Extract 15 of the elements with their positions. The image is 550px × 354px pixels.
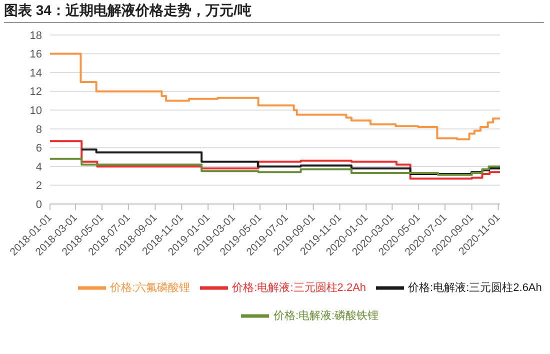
y-tick-label: 6 (36, 142, 42, 155)
legend-label: 价格:六氟磷酸锂 (110, 282, 190, 294)
legend-label: 价格:电解液:三元圆柱2.6Ah (408, 282, 542, 294)
y-tick-label: 0 (36, 198, 42, 211)
y-tick-label: 8 (36, 124, 42, 136)
legend-label: 价格:电解液:磷酸铁锂 (273, 310, 379, 322)
y-tick-label: 14 (30, 67, 42, 80)
y-tick-label: 10 (30, 105, 42, 118)
legend-label: 价格:电解液:三元圆柱2.2Ah (232, 282, 366, 294)
y-tick-label: 12 (30, 86, 42, 98)
y-tick-label: 18 (30, 30, 42, 42)
y-tick-label: 2 (36, 180, 42, 192)
y-tick-label: 16 (30, 48, 42, 61)
chart-title: 图表 34：近期电解液价格走势，万元/吨 (4, 2, 544, 23)
y-tick-label: 4 (36, 161, 42, 174)
